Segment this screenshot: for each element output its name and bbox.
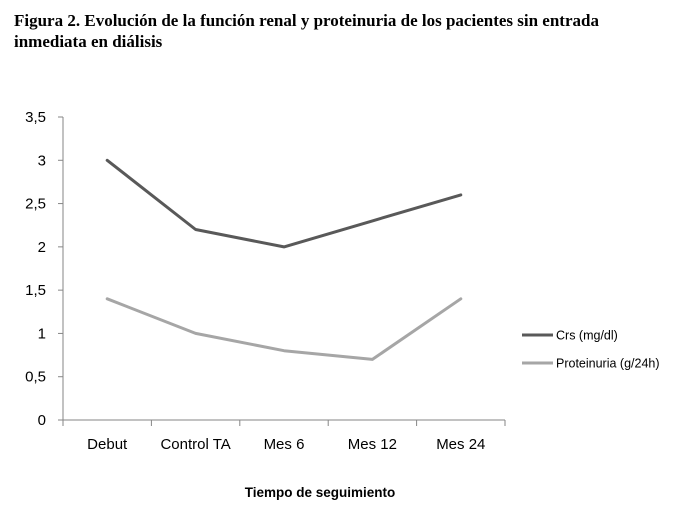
legend: Crs (mg/dl) Proteinuria (g/24h) bbox=[522, 329, 660, 371]
series-layer bbox=[105, 158, 463, 361]
chart-title: Figura 2. Evolución de la función renal … bbox=[14, 11, 599, 51]
legend-label: Proteinuria (g/24h) bbox=[556, 357, 660, 371]
x-tick-label: Mes 12 bbox=[348, 436, 397, 453]
y-tick-label: 0 bbox=[38, 412, 46, 429]
series-line-1 bbox=[105, 158, 463, 249]
y-tick-label: 2,5 bbox=[25, 196, 46, 213]
y-tick-label: 1,5 bbox=[25, 282, 46, 299]
y-tick-label: 2 bbox=[38, 239, 46, 256]
x-tick-label: Mes 24 bbox=[436, 436, 485, 453]
x-tick-label: Control TA bbox=[160, 436, 230, 453]
x-axis: Debut Control TA Mes 6 Mes 12 Mes 24 bbox=[62, 419, 506, 453]
series-line-2 bbox=[105, 297, 463, 361]
y-tick-label: 1 bbox=[38, 325, 46, 342]
y-tick-label: 3,5 bbox=[25, 109, 46, 126]
legend-label: Crs (mg/dl) bbox=[556, 329, 618, 343]
y-axis: 0 0,5 1 1,5 2 2,5 3 3,5 bbox=[25, 109, 64, 429]
x-tick-label: Debut bbox=[87, 436, 128, 453]
x-tick-label: Mes 6 bbox=[264, 436, 305, 453]
y-tick-label: 3 bbox=[38, 152, 46, 169]
y-tick-label: 0,5 bbox=[25, 369, 46, 386]
x-axis-title: Tiempo de seguimiento bbox=[245, 485, 396, 500]
